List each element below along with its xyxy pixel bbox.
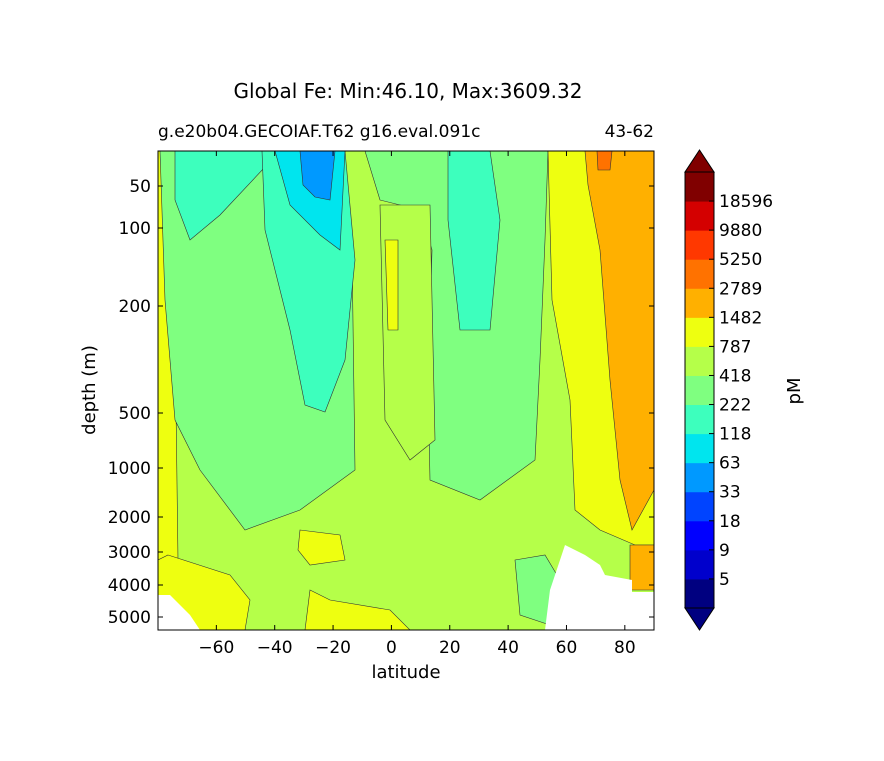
- fe-contour-orange-arctic: [629, 544, 654, 591]
- x-tick-label: −60: [198, 638, 234, 658]
- colorbar-extend-min: [684, 607, 715, 631]
- y-tick-label: 4000: [108, 576, 151, 596]
- colorbar-tick-label: 33: [719, 483, 741, 503]
- colorbar-segment: [685, 462, 714, 493]
- colorbar-tick-label: 18596: [719, 192, 773, 212]
- colorbar-tick-label: 222: [719, 396, 751, 416]
- fe-contour-yellow-bottom: [304, 589, 411, 630]
- colorbar-tick-label: 2789: [719, 279, 762, 299]
- colorbar-segment: [685, 201, 714, 231]
- y-tick-label: 200: [119, 297, 151, 317]
- y-tick-label: 5000: [108, 608, 151, 628]
- y-axis: 50 100 200 500 1000 2000 3000 4000 5000: [108, 177, 654, 628]
- colorbar-segment: [685, 433, 714, 464]
- colorbar-tick-label: 418: [719, 366, 751, 386]
- x-tick-label: 80: [614, 638, 636, 658]
- colorbar-segment: [685, 375, 714, 406]
- colorbar-segment: [685, 578, 714, 609]
- colorbar-segment: [685, 549, 714, 580]
- chart-subtitle-right: 43-62: [605, 122, 654, 142]
- colorbar-segment: [685, 404, 714, 435]
- colorbar-segment: [685, 491, 714, 522]
- x-tick-label: −40: [257, 638, 293, 658]
- colorbar-segment: [685, 172, 714, 202]
- fe-contour-yellow-lat0: [384, 239, 399, 331]
- x-tick-label: 20: [439, 638, 461, 658]
- x-tick-label: 40: [497, 638, 519, 658]
- fe-contour-orange: [584, 151, 654, 531]
- fe-contour-teal-left: [174, 151, 281, 241]
- colorbar-tick-label: 5: [719, 570, 730, 590]
- colorbar-segment: [685, 259, 714, 289]
- colorbar-tick-label: 1482: [719, 308, 762, 328]
- y-tick-label: 500: [119, 404, 151, 424]
- colorbar-extend-max: [684, 149, 715, 173]
- y-tick-label: 2000: [108, 508, 151, 528]
- fe-missing-arctic: [545, 545, 654, 630]
- colorbar-tick-label: 787: [719, 337, 751, 357]
- colorbar-label: pM: [784, 378, 805, 405]
- x-axis: −60 −40 −20 0 20 40 60 80: [198, 151, 636, 658]
- colorbar-tick-label: 5250: [719, 250, 762, 270]
- x-tick-label: 0: [386, 638, 397, 658]
- y-tick-label: 100: [119, 219, 151, 239]
- y-tick-label: 1000: [108, 459, 151, 479]
- contour-field: [158, 151, 654, 630]
- y-tick-label: 3000: [108, 543, 151, 563]
- fe-missing-left: [158, 595, 200, 630]
- colorbar-tick-label: 63: [719, 454, 741, 474]
- colorbar-segment: [685, 520, 714, 551]
- colorbar-segment: [685, 317, 714, 347]
- y-tick-label: 50: [129, 177, 151, 197]
- fe-contour-yellow-deep-center: [297, 529, 346, 566]
- colorbar-tick-label: 118: [719, 425, 751, 445]
- colorbar-frame: [684, 171, 715, 609]
- colorbar-tick-label: 9880: [719, 221, 762, 241]
- x-axis-label: latitude: [371, 662, 440, 683]
- x-tick-label: −20: [315, 638, 351, 658]
- colorbar-segment: [685, 288, 714, 318]
- fe-contour-blue: [299, 151, 336, 201]
- colorbar-tick-label: 18: [719, 512, 741, 532]
- x-tick-label: 60: [556, 638, 578, 658]
- fe-contour-darkorange: [596, 151, 613, 171]
- plot-frame: [157, 150, 655, 631]
- colorbar-segment: [685, 230, 714, 260]
- colorbar: 5 9 18 33 63 118 222 418 787 1482 2789 5250 9880 1859…: [684, 149, 773, 631]
- chart-subtitle-left: g.e20b04.GECOIAF.T62 g16.eval.091c: [158, 122, 480, 142]
- chart-title: Global Fe: Min:46.10, Max:3609.32: [234, 79, 583, 103]
- fe-contour-teal-right: [447, 151, 501, 331]
- colorbar-segment: [685, 346, 714, 376]
- colorbar-tick-label: 9: [719, 541, 730, 561]
- y-axis-label: depth (m): [79, 345, 100, 435]
